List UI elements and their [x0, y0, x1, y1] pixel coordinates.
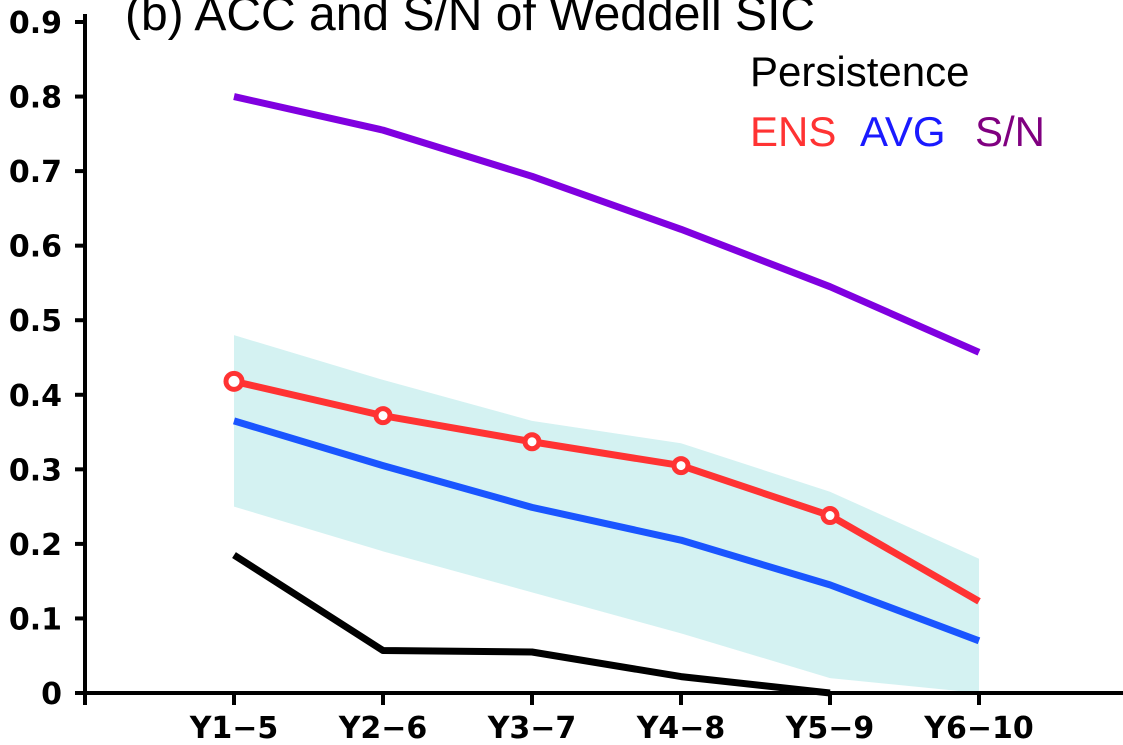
series-point-ens: [671, 456, 691, 476]
y-tick-label: 0.9: [9, 6, 62, 41]
series-line-sn: [233, 93, 981, 356]
series-point-ens: [522, 432, 542, 452]
legend-entry-avg: AVG: [860, 108, 946, 155]
x-tick-label: Y4−8: [636, 711, 726, 745]
x-tick-label: Y6−10: [923, 711, 1033, 745]
series-point-ens: [373, 406, 393, 426]
series-line-persistence: [232, 552, 831, 697]
y-tick-label: 0.6: [9, 230, 62, 265]
y-tick-label: 0.7: [9, 155, 62, 190]
legend-entry-sn: S/N: [975, 108, 1045, 155]
y-tick-label: 0.8: [9, 81, 62, 116]
series-line-avg: [232, 417, 981, 645]
x-tick-label: Y5−9: [785, 711, 875, 745]
y-tick-label: 0: [41, 677, 62, 712]
series-line-ens: [233, 377, 981, 605]
y-tick-label: 0.1: [9, 602, 62, 637]
y-tick-label: 0.5: [9, 304, 62, 339]
y-tick-label: 0.4: [9, 379, 62, 414]
x-tick-label: Y2−6: [338, 711, 428, 745]
ensemble-spread-band: [234, 335, 979, 693]
legend-entry-ens: ENS: [750, 108, 836, 155]
chart-title: (b) ACC and S/N of Weddell SIC: [125, 0, 815, 41]
series-layer: [223, 93, 981, 697]
plot-area: [223, 93, 981, 697]
legend: Persistence ENS AVG S/N: [750, 48, 1045, 155]
y-tick-label: 0.3: [9, 453, 62, 488]
x-tick-label: Y1−5: [189, 711, 279, 745]
series-point-ens: [820, 506, 840, 526]
x-tick-label: Y3−7: [487, 711, 577, 745]
series-point-ens: [223, 370, 245, 392]
y-ticks: 0 0.1 0.2 0.3 0.4 0.5 0.6 0.7 0.8 0.9: [9, 6, 85, 712]
x-ticks: Y1−5 Y2−6 Y3−7 Y4−8 Y5−9 Y6−10: [83, 693, 1034, 745]
legend-heading: Persistence: [750, 48, 969, 95]
axes: 0 0.1 0.2 0.3 0.4 0.5 0.6 0.7 0.8 0.9 Y1−5 Y2−6 Y3−…: [9, 6, 1123, 745]
y-tick-label: 0.2: [9, 528, 62, 563]
